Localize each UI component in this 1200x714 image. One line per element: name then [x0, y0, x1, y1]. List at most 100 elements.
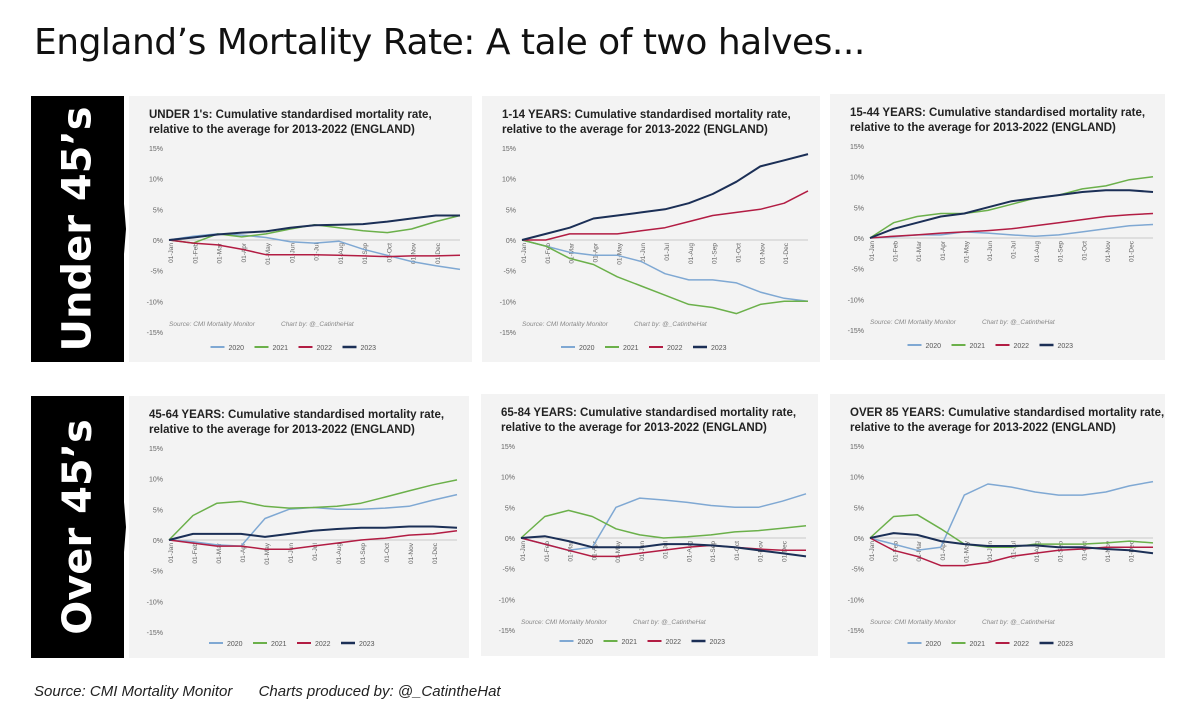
- x-tick-label: 01-Apr: [240, 542, 247, 562]
- chart-title-line-1: OVER 85 YEARS: Cumulative standardised m…: [850, 407, 1164, 419]
- series-line-2023: [869, 532, 1154, 555]
- footer-source: Source: CMI Mortality Monitor: [34, 683, 233, 700]
- x-tick-label: 01-Dec: [435, 242, 442, 264]
- x-tick-label: 01-Mar: [216, 542, 223, 563]
- y-tick-label: 0%: [854, 536, 864, 543]
- chart-under-1: UNDER 1's: Cumulative standardised morta…: [129, 96, 472, 362]
- x-tick-label: 01-Apr: [593, 242, 600, 262]
- legend-label-2020: 2020: [578, 639, 594, 646]
- chart-title-line-1: 15-44 YEARS: Cumulative standardised mor…: [850, 107, 1145, 119]
- series-line-2021: [521, 239, 808, 315]
- x-tick-label: 01-Oct: [1081, 541, 1088, 561]
- series-line-2023: [168, 525, 458, 541]
- legend-label-2023: 2023: [711, 345, 727, 352]
- series-line-2022: [522, 190, 809, 241]
- x-tick-label: 01-Mar: [916, 540, 923, 561]
- series-line-2021: [520, 509, 807, 539]
- x-tick-label: 01-Apr: [940, 540, 947, 560]
- x-tick-label: 01-Jan: [168, 243, 175, 263]
- legend-label-2020: 2020: [926, 641, 942, 648]
- chart-source-note: Source: CMI Mortality Monitor: [870, 319, 957, 326]
- x-tick-label: 01-Dec: [783, 242, 790, 264]
- x-tick-label: 01-Nov: [759, 242, 766, 264]
- legend-label-2022: 2022: [667, 345, 683, 352]
- y-tick-label: 15%: [850, 144, 864, 151]
- x-tick-label: 01-Sep: [1058, 541, 1065, 562]
- chart-over-85-years: OVER 85 YEARS: Cumulative standardised m…: [830, 394, 1165, 658]
- series-line-2022: [168, 239, 461, 258]
- y-tick-label: -15%: [848, 628, 864, 635]
- y-tick-label: 0%: [505, 536, 515, 543]
- x-tick-label: 01-May: [963, 540, 970, 562]
- y-tick-label: 5%: [506, 207, 516, 214]
- legend-label-2021: 2021: [273, 345, 289, 352]
- series-line-2022: [520, 537, 806, 558]
- x-tick-label: 01-Feb: [192, 243, 199, 264]
- y-tick-label: -5%: [151, 269, 163, 276]
- y-tick-label: 15%: [149, 146, 163, 153]
- x-tick-label: 01-May: [616, 242, 623, 264]
- x-tick-label: 01-Apr: [241, 242, 248, 262]
- x-tick-label: 01-Feb: [544, 541, 551, 562]
- chart-title-line-1: 65-84 YEARS: Cumulative standardised mor…: [501, 407, 796, 419]
- series-line-2020: [521, 239, 809, 303]
- x-tick-label: 01-Jun: [289, 243, 296, 263]
- x-tick-label: 01-Dec: [1128, 240, 1135, 262]
- chart-credit-note: Chart by: @_CatintheHat: [982, 319, 1056, 326]
- series-line-2022: [869, 212, 1154, 239]
- x-tick-label: 01-Oct: [1081, 241, 1088, 261]
- banner-arrow-shape: [31, 96, 126, 362]
- chart-source-note: Source: CMI Mortality Monitor: [522, 321, 609, 328]
- legend-label-2023: 2023: [359, 641, 375, 648]
- series-line-2023: [520, 535, 807, 558]
- legend-label-2022: 2022: [315, 641, 331, 648]
- x-tick-label: 01-Oct: [736, 243, 743, 263]
- y-tick-label: 10%: [149, 177, 163, 184]
- x-tick-label: 01-Apr: [591, 540, 598, 560]
- chart-title-line-2: relative to the average for 2013-2022 (E…: [850, 122, 1116, 134]
- y-tick-label: -5%: [503, 567, 515, 574]
- x-tick-label: 01-Sep: [362, 243, 369, 264]
- y-tick-label: 5%: [854, 205, 864, 212]
- over-45s-banner: Over 45’s: [31, 396, 126, 658]
- x-tick-label: 01-Feb: [192, 543, 199, 564]
- x-tick-label: 01-Nov: [411, 242, 418, 264]
- chart-1-14-years: 1-14 YEARS: Cumulative standardised mort…: [482, 96, 820, 362]
- y-tick-label: -10%: [147, 299, 163, 306]
- chart-credit-note: Chart by: @_CatintheHat: [634, 321, 708, 328]
- x-tick-label: 01-Dec: [781, 540, 788, 562]
- chart-title-line-2: relative to the average for 2013-2022 (E…: [850, 422, 1116, 434]
- y-tick-label: 0%: [854, 236, 864, 243]
- series-line-2021: [168, 479, 458, 541]
- chart-title-line-2: relative to the average for 2013-2022 (E…: [149, 424, 415, 436]
- y-tick-label: -15%: [147, 630, 163, 637]
- x-tick-label: 01-Aug: [686, 541, 693, 562]
- y-tick-label: 0%: [506, 238, 516, 245]
- y-tick-label: 0%: [153, 538, 163, 545]
- series-line-2021: [869, 175, 1154, 239]
- legend-label-2020: 2020: [229, 345, 245, 352]
- chart-65-84-years: 65-84 YEARS: Cumulative standardised mor…: [481, 394, 818, 656]
- series-line-2020: [869, 223, 1154, 239]
- y-tick-label: 15%: [502, 146, 516, 153]
- footer: Source: CMI Mortality Monitor Charts pro…: [34, 683, 523, 700]
- legend-label-2023: 2023: [1058, 343, 1074, 350]
- x-tick-label: 01-Jan: [520, 541, 527, 561]
- x-tick-label: 01-Jul: [314, 242, 321, 260]
- y-tick-label: -15%: [500, 330, 516, 337]
- x-tick-label: 01-Jan: [521, 243, 528, 263]
- chart-source-note: Source: CMI Mortality Monitor: [169, 321, 256, 328]
- x-tick-label: 01-May: [963, 240, 970, 262]
- x-tick-label: 01-Aug: [336, 543, 343, 564]
- chart-title-line-1: UNDER 1's: Cumulative standardised morta…: [149, 109, 432, 121]
- x-tick-label: 01-Jul: [1011, 540, 1018, 558]
- series-line-2021: [869, 513, 1154, 548]
- chart-credit-note: Chart by: @_CatintheHat: [633, 619, 707, 626]
- y-tick-label: -5%: [852, 267, 864, 274]
- legend-label-2020: 2020: [579, 345, 595, 352]
- y-tick-label: -15%: [848, 328, 864, 335]
- x-tick-label: 01-Jul: [1011, 240, 1018, 258]
- y-tick-label: 5%: [854, 505, 864, 512]
- under-45s-label: Under 45’s: [54, 106, 101, 352]
- y-tick-label: 15%: [501, 444, 515, 451]
